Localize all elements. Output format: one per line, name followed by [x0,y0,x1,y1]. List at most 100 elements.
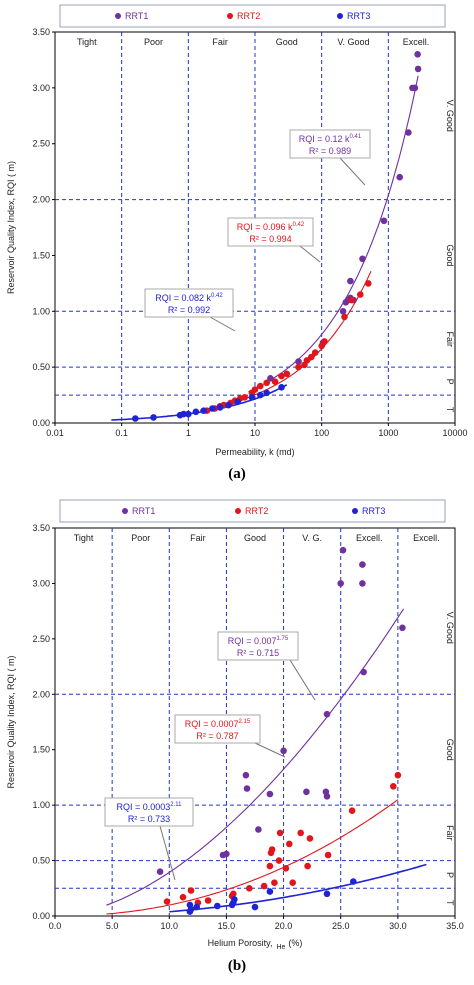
legend: RRT1 RRT2 RRT3 [59,499,446,523]
legend-frame [59,499,446,523]
data-point [295,363,302,371]
class-label-top: Fair [212,37,228,47]
data-point [234,398,241,406]
data-point [271,879,278,886]
data-point [266,790,274,798]
class-label-right: Good [445,244,455,266]
data-point [341,313,348,321]
y-tick-label: 2.00 [32,689,50,699]
data-point [339,546,347,554]
equation-text: RQI = 0.096 k0.42 [237,222,305,232]
data-point [163,898,171,905]
data-point [132,415,139,422]
class-label-right: Fair [445,825,455,841]
data-point [246,885,253,892]
data-point [348,296,355,304]
data-point [339,308,347,315]
y-tick-label: 0.00 [32,911,50,921]
class-label-right: V. Good [445,612,455,644]
equation-box [174,714,261,744]
data-point [209,405,216,412]
class-label-right: V. Good [445,100,455,132]
legend-label-rrt1: RRT1 [125,11,148,21]
legend-label-rrt2: RRT2 [245,506,268,516]
data-point [150,414,157,421]
class-label-top: Good [244,533,266,543]
equation-rrt3: RQI = 0.00032.11 R² = 0.733 [104,797,194,881]
x-tick-label: 0.1 [115,428,128,438]
x-tick-label: 100 [314,428,329,438]
class-label-top: Poor [131,533,150,543]
x-tick-label: 35.0 [446,921,464,931]
class-label-right: T [445,407,455,413]
data-point [289,879,297,886]
data-point [204,897,212,904]
data-point [405,129,412,136]
data-point [365,280,372,287]
class-label-top: Excell. [356,533,383,543]
data-point [242,771,250,779]
leader-line [254,742,286,758]
fit-curve-rrt3 [169,863,427,913]
chart-a-permeability: RRT1 RRT2 RRT3 Tight Poor Fair Good V. Good Exce… [6,4,468,482]
legend-label-rrt3: RRT3 [362,506,385,516]
data-point [192,408,200,416]
x-tick-label: 0.01 [46,428,64,438]
data-point [271,378,279,386]
x-tick-label: 1000 [378,428,398,438]
data-point [321,338,328,345]
fit-curve-rrt2 [106,799,399,915]
r-squared-text: R² = 0.994 [249,234,291,244]
class-label-right: P [445,872,455,878]
equation-box [217,631,299,661]
series-rrt1 [156,546,406,875]
data-point [216,404,224,411]
data-point [278,372,285,380]
data-point [193,903,200,911]
legend-marker-rrt1 [122,508,128,514]
data-point [186,901,194,909]
data-point [200,407,207,415]
y-axis-label: Reservoir Quality Index, RQI ( m) [6,655,16,788]
leader-line [159,825,176,881]
data-point [306,835,314,842]
series-rrt3 [186,878,357,915]
y-tick-label: 3.00 [32,578,50,588]
data-point [257,391,264,399]
legend-marker-rrt1 [115,13,121,19]
class-label-top: Poor [144,37,163,47]
y-tick-label: 0.00 [32,418,50,428]
data-point [263,389,271,397]
legend-label-rrt1: RRT1 [132,506,155,516]
legend-marker-rrt2 [235,508,241,514]
data-point [255,826,262,833]
data-point [283,370,291,378]
r-squared-text: R² = 0.989 [309,146,351,156]
data-point [266,888,274,895]
data-point [276,829,284,837]
data-point [260,882,268,890]
y-tick-label: 3.50 [32,27,50,37]
x-tick-label: 0.0 [49,921,62,931]
data-point [323,793,331,800]
data-point [251,903,259,911]
data-point [414,51,421,58]
y-tick-label: 2.00 [32,195,50,205]
data-point [180,410,187,418]
data-point [303,788,310,796]
y-tick-label: 0.50 [32,856,50,866]
equation-rrt3: RQI = 0.082 k0.42 R² = 0.992 [144,288,236,332]
legend-label-rrt2: RRT2 [237,11,260,21]
data-point [257,382,264,390]
class-label-top: V. Good [337,37,369,47]
class-label-top: V. G. [302,533,322,543]
equation-rrt2: RQI = 0.00072.15 R² = 0.787 [174,714,286,758]
equation-text: RQI = 0.12 k0.41 [299,134,362,144]
figure-caption: (a) [228,466,246,482]
class-label-top: Fair [190,533,206,543]
y-tick-label: 3.50 [32,523,50,533]
class-label-top: Tight [77,37,97,47]
fit-curve-rrt1 [248,75,419,393]
x-tick-label: 10 [250,428,260,438]
